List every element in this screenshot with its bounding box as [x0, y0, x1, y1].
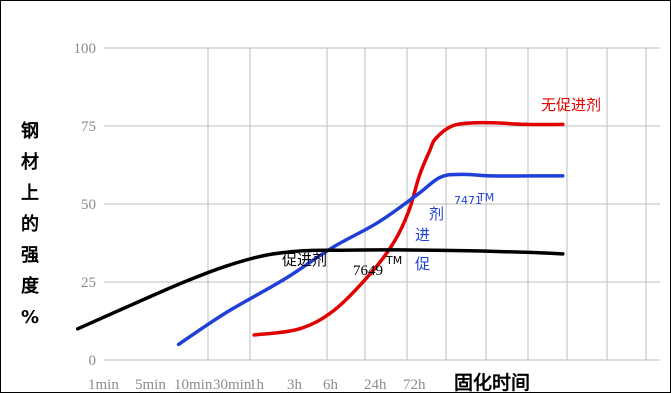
gridlines	[104, 47, 660, 361]
y-axis-label-char: 度	[21, 275, 40, 297]
annotation-stacked-3: 促	[415, 255, 430, 273]
annotation-7471: 7471	[454, 194, 482, 207]
y-axis-label-char: 的	[21, 213, 39, 235]
y-tick-label: 0	[89, 353, 97, 369]
x-tick-label: 3h	[287, 377, 303, 393]
x-axis-label: 固化时间	[454, 371, 530, 393]
y-tick-label: 75	[81, 119, 96, 135]
annotation-7649-tm: TM	[385, 254, 402, 267]
annotation-7471-tm: TM	[477, 191, 494, 204]
x-tick-label: 6h	[323, 377, 339, 393]
y-tick-labels: 0 25 50 75 100	[74, 41, 97, 369]
y-axis-label-char: %	[21, 307, 39, 328]
y-tick-label: 25	[81, 275, 96, 291]
y-axis-label-char: 材	[21, 151, 39, 173]
series-line-7471	[176, 172, 565, 347]
y-axis-label-char: 上	[21, 183, 39, 204]
annotation-no-accelerator: 无促进剂	[541, 96, 601, 114]
y-axis-label-char: 强	[21, 245, 39, 266]
y-axis-label-char: 钢	[21, 120, 39, 142]
x-tick-label: 24h	[364, 377, 387, 393]
annotation-accelerator: 促进剂	[282, 251, 327, 269]
x-tick-label: 1min	[88, 377, 119, 393]
y-tick-label: 50	[81, 197, 96, 213]
x-tick-label: 30min	[213, 377, 252, 393]
series-line-无促进剂	[252, 120, 565, 337]
series-lines	[75, 120, 565, 347]
annotation-stacked-1: 剂	[429, 205, 444, 223]
annotation-7649: 7649	[353, 263, 383, 279]
x-tick-label: 5min	[135, 377, 166, 393]
x-tick-label: 10min	[174, 377, 213, 393]
x-tick-label: 72h	[403, 377, 426, 393]
annotation-stacked-2: 进	[415, 226, 430, 244]
x-tick-label: 1h	[249, 377, 265, 393]
series-line-7649	[75, 248, 565, 331]
y-tick-label: 100	[74, 41, 97, 57]
